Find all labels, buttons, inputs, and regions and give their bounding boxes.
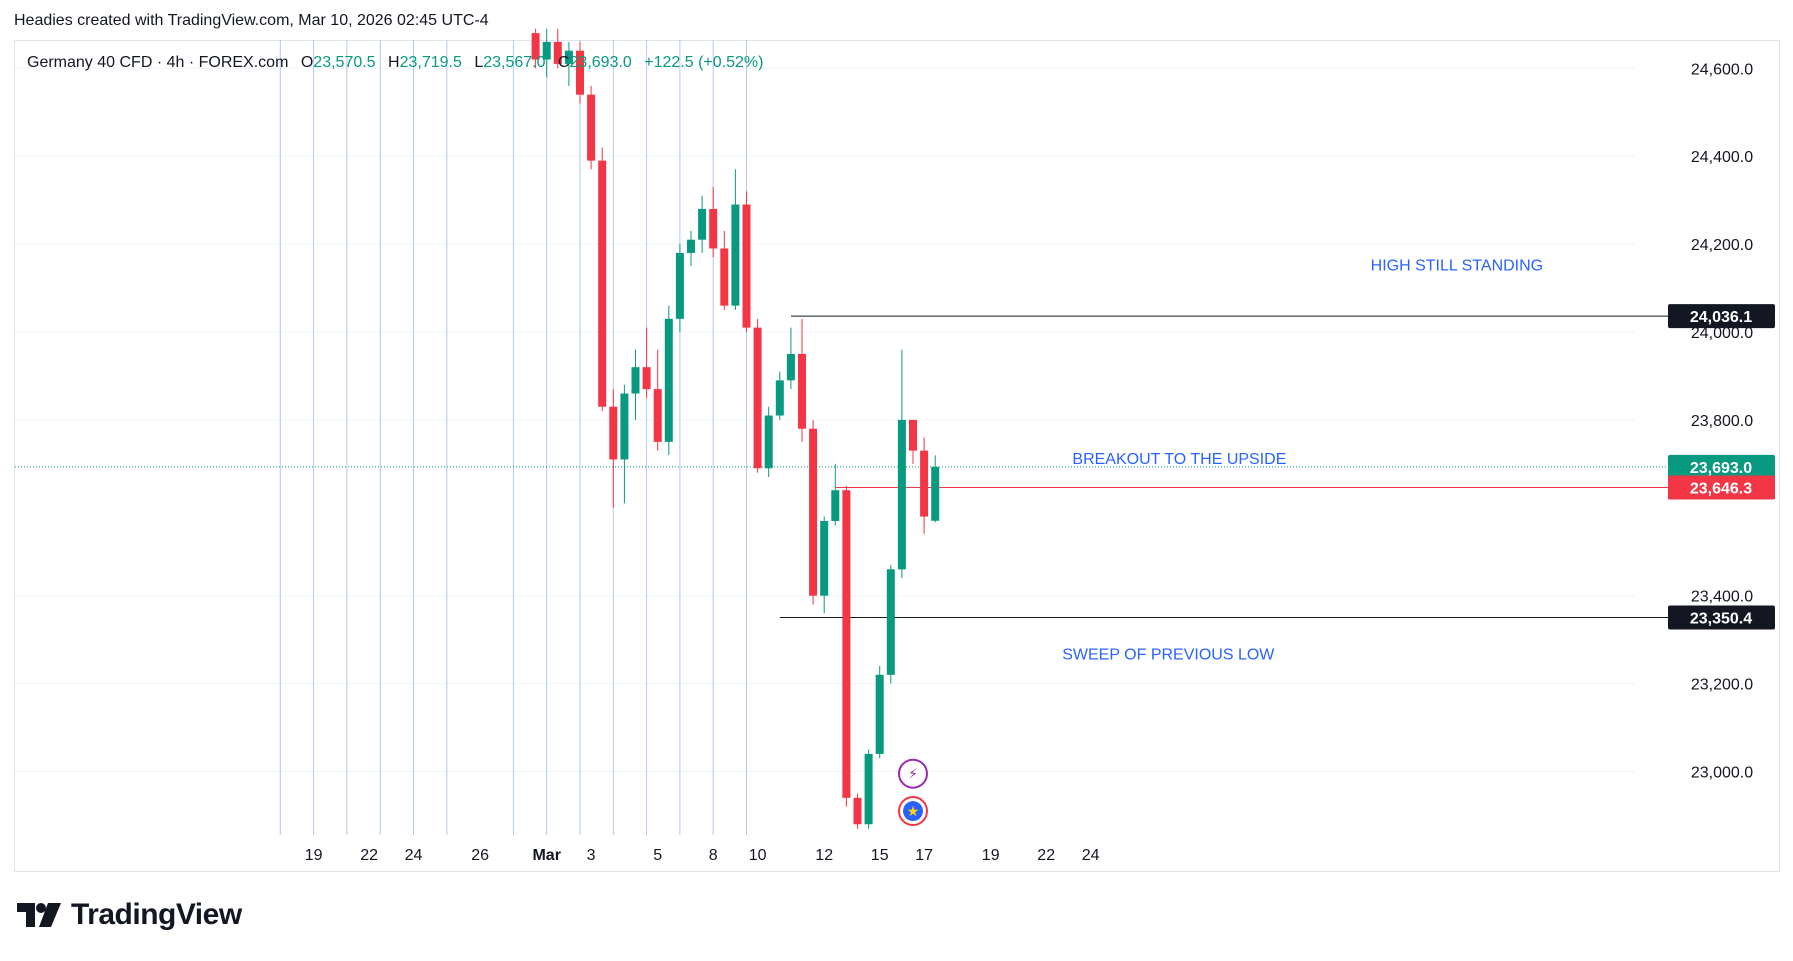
x-tick-label: 10	[749, 847, 767, 864]
y-tick-label: 24,600.0	[1691, 61, 1753, 78]
x-tick-label: 26	[471, 847, 489, 864]
candle-body	[742, 204, 751, 328]
candle-body	[587, 94, 596, 161]
candle-body	[709, 208, 718, 249]
level-badge-text: 24,036.1	[1690, 309, 1752, 326]
x-tick-label: 3	[587, 847, 596, 864]
candlestick-chart[interactable]: HIGH STILL STANDING BREAKOUT TO THE UPSID…	[0, 0, 1793, 900]
annotation-text: SWEEP OF PREVIOUS LOW	[1062, 646, 1275, 663]
candle-body	[620, 393, 629, 460]
x-tick-label: 12	[815, 847, 833, 864]
candle-body	[598, 160, 607, 407]
level-badge-text: 23,646.3	[1690, 480, 1752, 497]
candle-body	[831, 490, 840, 521]
candle-body	[864, 753, 873, 825]
candle-body	[853, 797, 862, 825]
x-tick-label: 19	[982, 847, 1000, 864]
candles-layer	[531, 28, 940, 829]
y-tick-label: 23,000.0	[1691, 765, 1753, 782]
candle-body	[631, 367, 640, 394]
y-tick-label: 24,200.0	[1691, 237, 1753, 254]
candle-body	[609, 406, 618, 460]
axes-layer: 24,600.0 24,400.0 24,200.0 24,000.0 23,800.0…	[305, 61, 1754, 864]
annotation-text: HIGH STILL STANDING	[1371, 257, 1543, 274]
candle-body	[653, 389, 662, 442]
close-value: 23,693.0	[569, 54, 632, 71]
x-tick-label: 17	[915, 847, 933, 864]
candle-body	[542, 41, 551, 60]
close-label: C	[557, 54, 570, 71]
high-label: H	[388, 54, 400, 71]
candle-body	[753, 327, 762, 469]
y-tick-label: 23,200.0	[1691, 677, 1753, 694]
x-tick-label: 5	[653, 847, 662, 864]
y-tick-label: 24,400.0	[1691, 149, 1753, 166]
candle-body	[786, 353, 795, 381]
candle-body	[576, 50, 584, 95]
x-tick-label: 8	[709, 847, 718, 864]
y-tick-label: 23,400.0	[1691, 589, 1753, 606]
candle-body	[642, 367, 651, 390]
tradingview-logo[interactable]: TradingView	[17, 898, 242, 932]
candle-body	[875, 674, 884, 754]
annotation-text: BREAKOUT TO THE UPSIDE	[1072, 451, 1286, 468]
candle-body	[886, 569, 895, 675]
x-tick-label: Mar	[532, 847, 560, 864]
ohlc-legend: Germany 40 CFD · 4h · FOREX.com O23,570.…	[27, 54, 763, 72]
low-value: 23,567.0	[483, 54, 546, 71]
chart-frame	[14, 40, 1780, 872]
x-tick-label: 22	[1037, 847, 1055, 864]
x-tick-label: 24	[1082, 847, 1100, 864]
candle-body	[809, 428, 818, 596]
candle-body	[775, 380, 784, 416]
level-badge-bg	[1668, 605, 1775, 630]
candle-body	[798, 353, 806, 429]
candle-body	[531, 33, 540, 60]
low-label: L	[474, 54, 484, 71]
tradingview-logo-icon	[17, 903, 61, 927]
candle-body	[842, 490, 851, 798]
x-tick-label: 15	[871, 847, 889, 864]
annotations-layer: HIGH STILL STANDING BREAKOUT TO THE UPSID…	[898, 257, 1543, 827]
open-label: O	[300, 54, 314, 71]
last-price-badge-text: 23,693.0	[1690, 460, 1752, 477]
x-tick-label: 24	[405, 847, 423, 864]
high-value: 23,719.5	[399, 54, 462, 71]
candle-body	[764, 415, 773, 469]
open-value: 23,570.5	[313, 54, 376, 71]
x-tick-label: 22	[360, 847, 378, 864]
event-glyph: ⚡	[908, 767, 918, 783]
symbol-label[interactable]: Germany 40 CFD · 4h · FOREX.com	[27, 54, 289, 71]
level-badge-text: 23,350.4	[1690, 610, 1752, 627]
candle-body	[820, 520, 829, 596]
candle-body	[698, 208, 707, 240]
levels-layer	[15, 315, 1670, 618]
candle-body	[675, 252, 684, 319]
lightning-event-icon	[898, 758, 928, 789]
candle-body	[553, 41, 562, 64]
x-tick-label: 19	[305, 847, 323, 864]
y-tick-label: 24,000.0	[1691, 325, 1753, 342]
eu-flag-disc	[903, 801, 923, 822]
tradingview-logo-text: TradingView	[71, 898, 242, 931]
candle-body	[731, 204, 740, 306]
candle-body	[664, 318, 673, 442]
candle-body	[720, 248, 729, 306]
candle-body	[687, 239, 695, 253]
y-tick-label: 23,800.0	[1691, 413, 1753, 430]
price-badges-layer: 24,036.123,646.323,350.423,693.002:14:09…	[1668, 304, 1775, 630]
candle-body	[564, 50, 573, 64]
change-value: +122.5 (+0.52%)	[644, 54, 764, 71]
level-badge-bg	[1668, 304, 1775, 329]
candle-body	[931, 466, 940, 521]
event-glyph: ★	[907, 804, 920, 820]
candle-body	[909, 419, 917, 451]
session-lines-layer	[279, 40, 747, 835]
candle-body	[920, 450, 929, 517]
candle-body	[897, 419, 906, 570]
level-badge-bg	[1668, 475, 1775, 500]
chart-header-caption: Headies created with TradingView.com, Ma…	[14, 12, 489, 29]
grid-layer	[15, 67, 1635, 772]
